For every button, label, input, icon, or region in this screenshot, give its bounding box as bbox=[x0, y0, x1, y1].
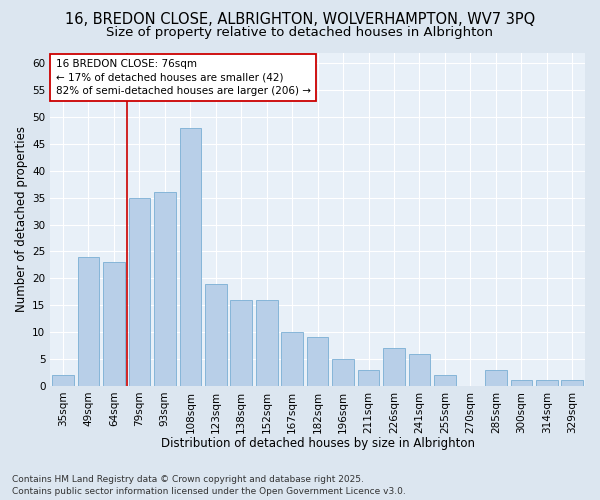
Bar bbox=[307, 338, 328, 386]
Y-axis label: Number of detached properties: Number of detached properties bbox=[15, 126, 28, 312]
Text: Contains HM Land Registry data © Crown copyright and database right 2025.
Contai: Contains HM Land Registry data © Crown c… bbox=[12, 475, 406, 496]
Text: Size of property relative to detached houses in Albrighton: Size of property relative to detached ho… bbox=[107, 26, 493, 39]
Text: 16, BREDON CLOSE, ALBRIGHTON, WOLVERHAMPTON, WV7 3PQ: 16, BREDON CLOSE, ALBRIGHTON, WOLVERHAMP… bbox=[65, 12, 535, 26]
Bar bbox=[52, 375, 74, 386]
Bar bbox=[511, 380, 532, 386]
Bar bbox=[230, 300, 252, 386]
Bar bbox=[562, 380, 583, 386]
Bar bbox=[256, 300, 278, 386]
Bar bbox=[77, 257, 99, 386]
Bar bbox=[179, 128, 201, 386]
Bar bbox=[434, 375, 456, 386]
Bar bbox=[332, 359, 354, 386]
Bar bbox=[383, 348, 405, 386]
Bar bbox=[409, 354, 430, 386]
Bar bbox=[128, 198, 150, 386]
X-axis label: Distribution of detached houses by size in Albrighton: Distribution of detached houses by size … bbox=[161, 437, 475, 450]
Text: 16 BREDON CLOSE: 76sqm
← 17% of detached houses are smaller (42)
82% of semi-det: 16 BREDON CLOSE: 76sqm ← 17% of detached… bbox=[56, 59, 311, 96]
Bar bbox=[281, 332, 303, 386]
Bar bbox=[205, 284, 227, 386]
Bar bbox=[358, 370, 379, 386]
Bar bbox=[536, 380, 557, 386]
Bar bbox=[485, 370, 507, 386]
Bar bbox=[103, 262, 125, 386]
Bar bbox=[154, 192, 176, 386]
